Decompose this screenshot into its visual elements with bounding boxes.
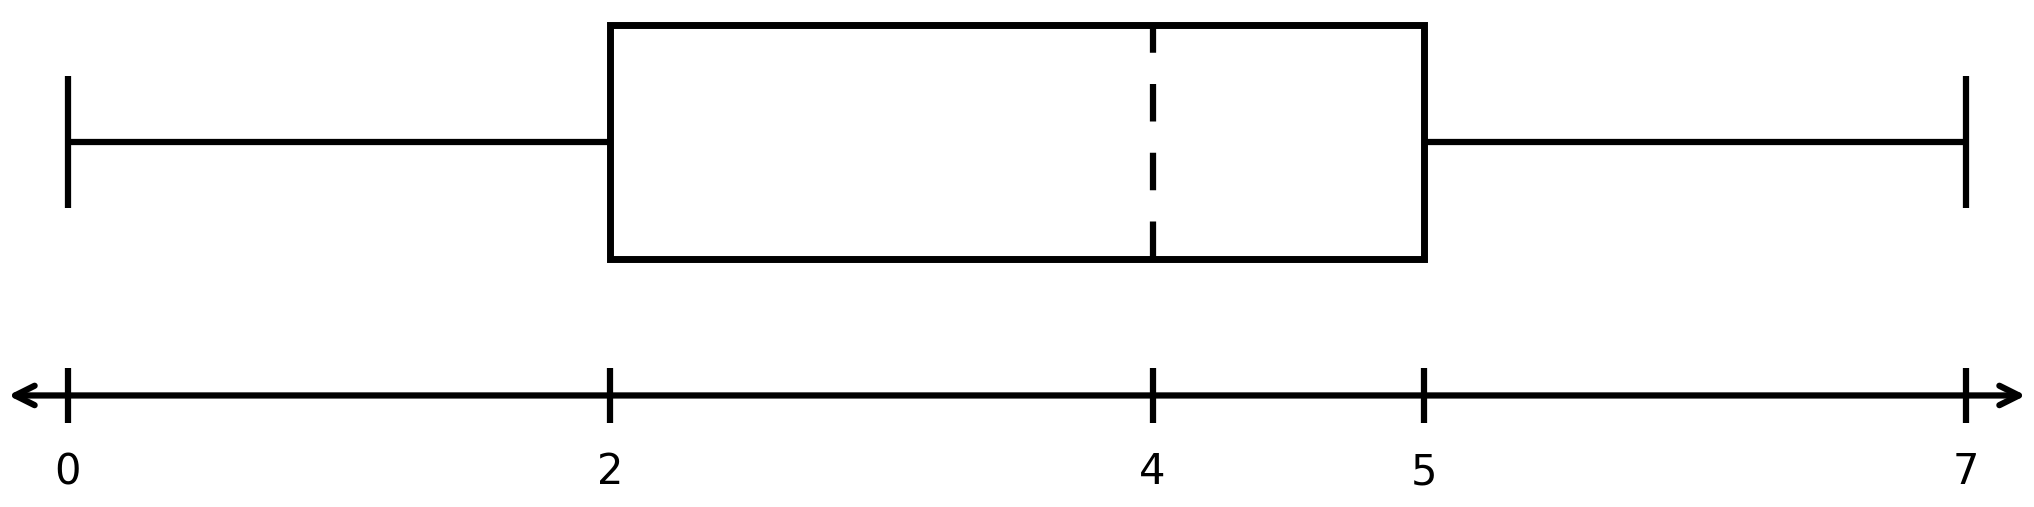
Text: 4: 4 <box>1139 451 1165 493</box>
Text: 5: 5 <box>1410 451 1438 493</box>
Bar <box>610 25 1424 259</box>
Text: 0: 0 <box>55 451 81 493</box>
Text: 7: 7 <box>1953 451 1979 493</box>
Text: 2: 2 <box>598 451 622 493</box>
